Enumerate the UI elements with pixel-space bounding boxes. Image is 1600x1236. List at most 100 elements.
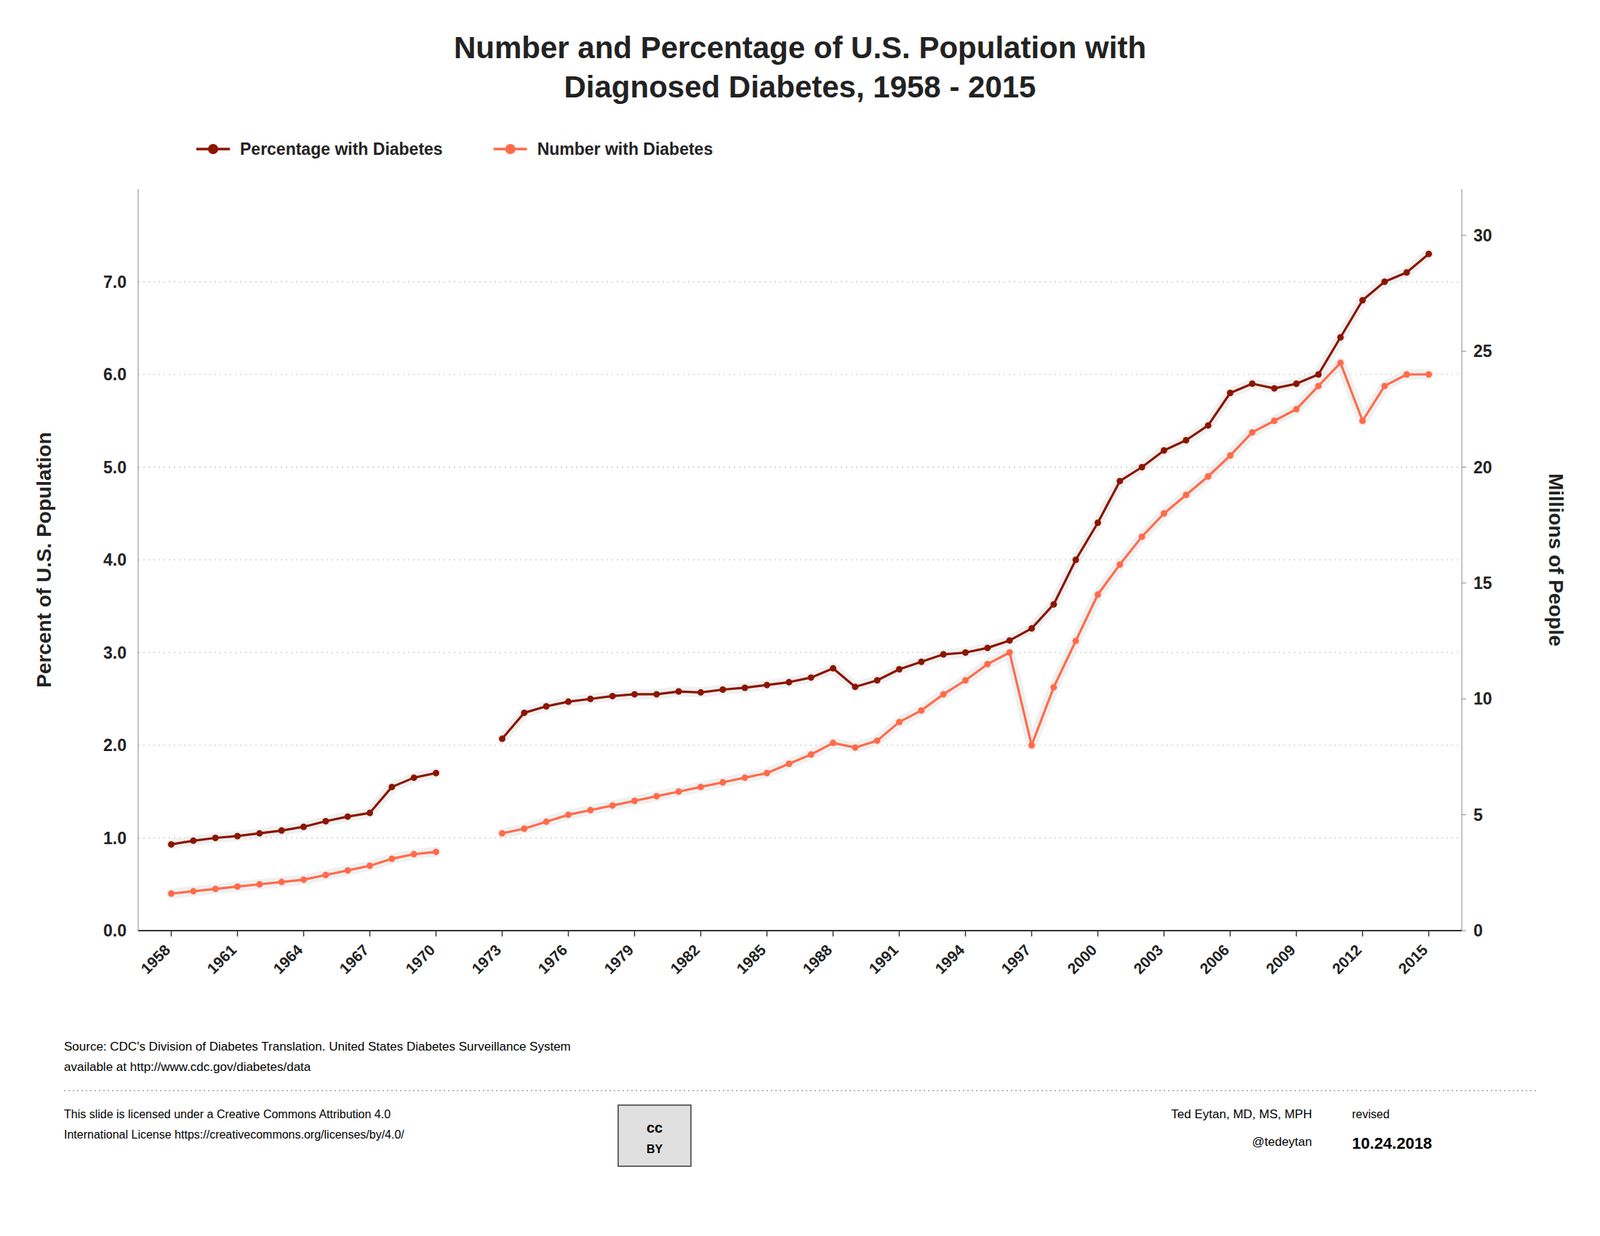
point xyxy=(917,707,925,715)
point xyxy=(1050,684,1057,691)
point xyxy=(763,770,771,777)
annotation: Ted Eytan, MD, MS, MPH xyxy=(1170,1107,1312,1122)
point xyxy=(189,888,197,895)
point xyxy=(1248,429,1256,436)
x-tick xyxy=(832,930,835,937)
point xyxy=(675,788,683,795)
point xyxy=(1094,520,1102,527)
point xyxy=(631,690,638,698)
point xyxy=(675,688,683,696)
point xyxy=(851,683,859,691)
x-tick xyxy=(1031,930,1033,937)
point xyxy=(697,689,704,696)
x-tick xyxy=(568,930,570,937)
point xyxy=(586,807,594,814)
legend-marker xyxy=(505,144,516,155)
point xyxy=(719,779,726,787)
point xyxy=(520,709,528,717)
x-tick-label: 1997 xyxy=(997,941,1034,978)
x-tick-label: 1964 xyxy=(269,941,307,978)
y2-tick xyxy=(1461,466,1467,468)
point xyxy=(432,770,440,777)
annotation: Source: CDC's Division of Diabetes Trans… xyxy=(64,1040,571,1054)
point xyxy=(543,818,550,826)
separator xyxy=(64,1090,1536,1092)
y2-tick xyxy=(1461,930,1467,932)
y2-tick-label: 20 xyxy=(1473,458,1493,478)
point xyxy=(940,651,947,659)
x-tick-label: 2009 xyxy=(1262,941,1299,978)
point xyxy=(234,883,241,891)
point xyxy=(234,832,241,840)
point xyxy=(432,848,440,856)
point xyxy=(1271,417,1278,424)
point xyxy=(520,825,528,832)
annotation: This slide is licensed under a Creative … xyxy=(64,1108,391,1121)
x-tick xyxy=(1229,930,1232,937)
x-tick-label: 1985 xyxy=(733,941,770,978)
plot-area xyxy=(168,250,1432,898)
y-tick-label: 3.0 xyxy=(103,643,127,663)
grid xyxy=(138,282,1462,932)
point xyxy=(1205,473,1212,480)
grid-line xyxy=(138,744,1462,746)
y2-tick xyxy=(1461,234,1467,236)
y2-axis-line xyxy=(1461,189,1463,931)
point xyxy=(256,881,263,888)
point xyxy=(874,737,881,744)
x-tick xyxy=(634,930,636,937)
title: Number and Percentage of U.S. Population… xyxy=(453,30,1147,104)
grid-line xyxy=(138,652,1462,654)
point xyxy=(1050,601,1057,608)
license-badge xyxy=(618,1105,691,1167)
x-tick xyxy=(1428,930,1430,937)
point xyxy=(1116,561,1123,568)
x-tick-label: 1967 xyxy=(336,941,372,978)
x-tick-label: 2006 xyxy=(1196,941,1232,978)
x-tick-label: 2015 xyxy=(1394,941,1432,978)
point xyxy=(1359,297,1366,304)
x-tick xyxy=(369,930,371,937)
point xyxy=(1359,417,1366,424)
point xyxy=(940,690,947,698)
point xyxy=(300,876,307,883)
grid-line xyxy=(138,373,1462,375)
point xyxy=(1182,491,1190,499)
point xyxy=(300,824,307,831)
y2-tick xyxy=(1461,814,1467,816)
point xyxy=(1116,477,1123,485)
y2-tick-label: 5 xyxy=(1473,805,1483,825)
title-line: Number and Percentage of U.S. Population… xyxy=(453,30,1147,65)
x-tick-label: 1976 xyxy=(534,941,571,978)
point xyxy=(410,850,418,858)
point xyxy=(1072,557,1080,564)
point xyxy=(1006,649,1014,656)
point xyxy=(653,690,660,698)
title-line: Diagnosed Diabetes, 1958 - 2015 xyxy=(564,69,1037,104)
point xyxy=(410,774,418,782)
y2-tick xyxy=(1461,351,1467,352)
annotation: revised xyxy=(1352,1108,1390,1121)
y2-tick-label: 0 xyxy=(1473,921,1483,941)
point xyxy=(256,830,263,838)
x-tick xyxy=(965,930,967,937)
point xyxy=(785,760,792,768)
point xyxy=(366,810,374,817)
legend-marker xyxy=(208,144,219,155)
y-tick-label: 1.0 xyxy=(103,829,127,848)
point xyxy=(1226,452,1234,459)
y2-tick xyxy=(1461,582,1467,584)
point xyxy=(874,677,881,684)
point xyxy=(851,744,859,752)
point xyxy=(1293,380,1300,387)
point xyxy=(543,703,550,710)
x-tick xyxy=(1163,930,1166,937)
point xyxy=(1381,278,1388,286)
point xyxy=(829,739,837,747)
y-axis-label: Percent of U.S. Population xyxy=(32,432,56,688)
point xyxy=(1314,382,1322,390)
legend-label: Number with Diabetes xyxy=(537,139,714,159)
background xyxy=(0,0,1600,1236)
x-tick-label: 2012 xyxy=(1328,941,1365,978)
point xyxy=(1403,371,1411,379)
